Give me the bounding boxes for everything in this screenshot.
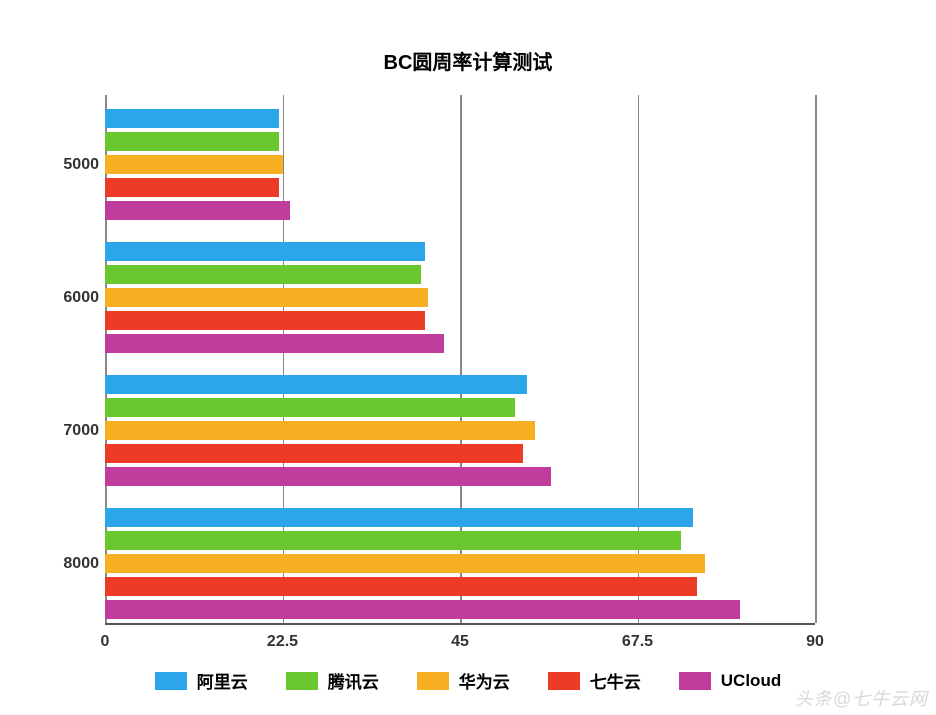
bar [105, 311, 425, 330]
bar [105, 288, 428, 307]
bar [105, 155, 283, 174]
legend-label: 华为云 [459, 668, 510, 693]
x-tick-label: 22.5 [267, 633, 298, 651]
legend-label: 阿里云 [197, 668, 248, 693]
plot-area: 022.54567.5905000600070008000 [105, 95, 815, 625]
bar [105, 398, 515, 417]
legend-item: 华为云 [417, 668, 510, 693]
bar [105, 467, 551, 486]
bar [105, 201, 290, 220]
bar [105, 600, 740, 619]
legend-swatch [286, 672, 318, 690]
x-tick-label: 67.5 [622, 633, 653, 651]
chart-container: BC圆周率计算测试 022.54567.5905000600070008000 … [0, 0, 936, 715]
legend-item: 阿里云 [155, 668, 248, 693]
bar [105, 554, 705, 573]
chart-title: BC圆周率计算测试 [0, 46, 936, 75]
legend-label: UCloud [721, 671, 781, 691]
legend-item: 七牛云 [548, 668, 641, 693]
x-tick-label: 45 [451, 633, 469, 651]
legend-swatch [679, 672, 711, 690]
bar [105, 109, 279, 128]
legend-item: UCloud [679, 671, 781, 691]
bar [105, 265, 421, 284]
bar [105, 334, 444, 353]
legend-label: 腾讯云 [328, 668, 379, 693]
legend-label: 七牛云 [590, 668, 641, 693]
y-tick-label: 8000 [39, 555, 99, 573]
bar [105, 577, 697, 596]
legend-swatch [417, 672, 449, 690]
x-tick-label: 90 [806, 633, 824, 651]
bar [105, 178, 279, 197]
y-tick-label: 5000 [39, 156, 99, 174]
watermark-text: 头条@七牛云网 [795, 685, 928, 711]
y-tick-label: 7000 [39, 422, 99, 440]
bar [105, 132, 279, 151]
y-tick-label: 6000 [39, 289, 99, 307]
legend-item: 腾讯云 [286, 668, 379, 693]
x-tick-label: 0 [101, 633, 110, 651]
bar [105, 508, 693, 527]
bar [105, 375, 527, 394]
legend-swatch [155, 672, 187, 690]
bar [105, 421, 535, 440]
legend-swatch [548, 672, 580, 690]
bar [105, 242, 425, 261]
bar [105, 444, 523, 463]
bar [105, 531, 681, 550]
gridline [815, 95, 817, 623]
